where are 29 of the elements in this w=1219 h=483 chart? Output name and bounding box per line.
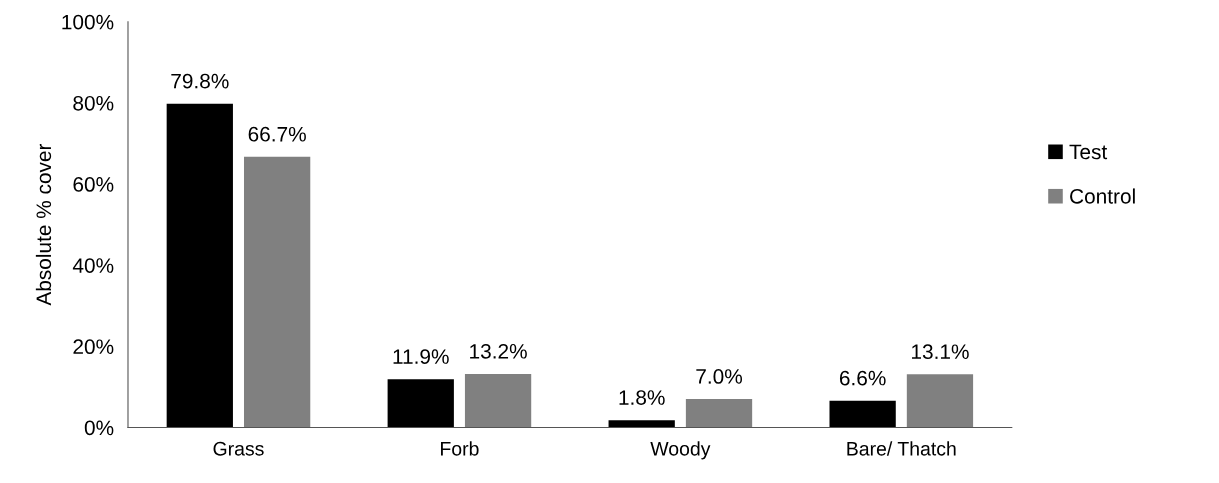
bar <box>685 399 753 428</box>
y-axis-title: Absolute % cover <box>35 143 52 306</box>
data-label: 79.8% <box>171 73 229 89</box>
bar <box>243 156 311 428</box>
y-tick-label: 20% <box>73 339 114 355</box>
x-tick-label: Bare/ Thatch <box>847 441 956 456</box>
bar <box>166 103 233 428</box>
data-label: 66.7% <box>248 126 306 142</box>
x-tick-label: Forb <box>441 441 479 456</box>
x-tick-label: Grass <box>213 441 264 456</box>
bar <box>387 379 454 428</box>
y-tick-label: 0% <box>84 420 114 436</box>
legend-label: Test <box>1069 144 1108 160</box>
data-label: 6.6% <box>839 370 886 386</box>
bar <box>906 374 974 428</box>
data-label: 13.2% <box>470 343 527 359</box>
bar <box>464 373 532 428</box>
y-tick-label: 80% <box>73 95 114 111</box>
y-tick-label: 100% <box>62 14 114 30</box>
data-label: 11.9% <box>393 349 449 364</box>
legend-label: Control <box>1070 188 1135 204</box>
data-label: 7.0% <box>696 369 743 384</box>
bar <box>829 400 896 428</box>
y-tick-label: 40% <box>72 258 114 273</box>
x-tick-label: Woody <box>650 441 711 460</box>
data-label: 13.1% <box>912 344 969 360</box>
y-tick-label: 60% <box>73 177 114 192</box>
bar <box>608 420 675 428</box>
data-label: 1.8% <box>619 390 665 405</box>
